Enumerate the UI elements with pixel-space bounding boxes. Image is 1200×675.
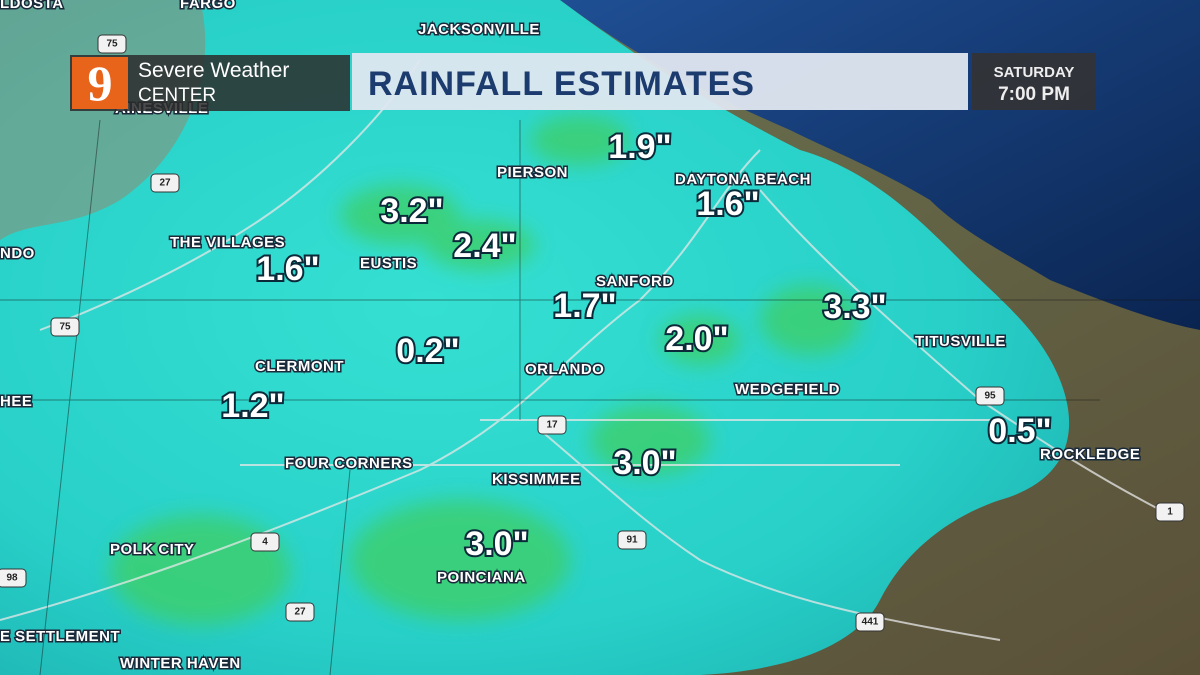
place-label: LDOSTA <box>0 0 64 12</box>
place-label: SANFORD <box>596 273 674 290</box>
rainfall-estimate: 1.7" <box>553 287 616 325</box>
highway-number: 441 <box>862 617 879 628</box>
highway-number: 4 <box>262 537 268 548</box>
place-label: EUSTIS <box>360 255 417 272</box>
highway-shield <box>617 530 647 550</box>
place-label: FARGO <box>180 0 236 12</box>
place-label: PIERSON <box>497 164 568 181</box>
highway-number: 75 <box>106 39 118 50</box>
rainfall-estimate: 1.6" <box>696 185 759 223</box>
heavy-rain <box>110 115 860 625</box>
highway-number: 27 <box>159 178 171 189</box>
place-label: JACKSONVILLE <box>418 21 540 38</box>
brand-line: CENTER <box>138 85 216 106</box>
place-label: HEE <box>0 393 32 410</box>
rainfall-estimate: 3.2" <box>380 192 443 230</box>
place-label: DAYTONA BEACH <box>675 171 811 188</box>
highway-shield <box>855 612 885 632</box>
highway-shield <box>150 173 180 193</box>
highway-shield <box>285 602 315 622</box>
rainfall-estimate: 2.4" <box>453 227 516 265</box>
rainfall-estimate: 0.5" <box>988 412 1051 450</box>
place-label: POINCIANA <box>437 569 526 586</box>
place-label: THE VILLAGES <box>170 234 285 251</box>
place-label: WEDGEFIELD <box>735 381 840 398</box>
place-label: E SETTLEMENT <box>0 628 120 645</box>
place-label: CLERMONT <box>255 358 344 375</box>
day: SATURDAY <box>994 64 1075 81</box>
logo: 9 <box>88 55 113 111</box>
highway-number: 1 <box>1167 507 1173 518</box>
highway-number: 91 <box>626 535 638 546</box>
place-label: ORLANDO <box>525 361 604 378</box>
highway-shield <box>1155 502 1185 522</box>
highway-number: 98 <box>6 573 18 584</box>
place-label: POLK CITY <box>110 541 195 558</box>
highway-shield <box>97 34 127 54</box>
header: 9 Severe Weather CENTER RAINFALL ESTIMAT… <box>70 53 1096 111</box>
rainfall-area <box>0 0 1070 675</box>
place-label: FOUR CORNERS <box>285 455 413 472</box>
highway-shield <box>0 568 27 588</box>
rainfall-estimate: 1.6" <box>256 250 319 288</box>
logo-box <box>72 57 128 109</box>
rainfall-estimate: 3.0" <box>613 444 676 482</box>
highway-shield <box>250 532 280 552</box>
highway-shield <box>50 317 80 337</box>
time: 7:00 PM <box>998 84 1070 105</box>
brand-line: Severe Weather <box>138 59 289 82</box>
highway-number: 17 <box>546 420 558 431</box>
rainfall-estimate: 2.0" <box>665 320 728 358</box>
place-label: TITUSVILLE <box>915 333 1006 350</box>
highway-number: 95 <box>984 391 996 402</box>
place-label: KISSIMMEE <box>492 471 581 488</box>
place-label: NDO <box>0 245 35 262</box>
rainfall-estimate: 3.0" <box>465 525 528 563</box>
title: RAINFALL ESTIMATES <box>368 65 755 103</box>
place-label: ROCKLEDGE <box>1040 446 1140 463</box>
highway-shield <box>537 415 567 435</box>
highway-shield <box>975 386 1005 406</box>
rainfall-estimate: 1.9" <box>608 128 671 166</box>
rainfall-estimate: 3.3" <box>823 288 886 326</box>
highway-number: 75 <box>59 322 71 333</box>
highway-number: 27 <box>294 607 306 618</box>
title-box <box>352 53 968 110</box>
place-label: WINTER HAVEN <box>120 655 241 672</box>
county-lines <box>0 119 1200 675</box>
rainfall-estimate: 1.2" <box>221 387 284 425</box>
time-box <box>972 53 1096 110</box>
rainfall-estimate: 0.2" <box>396 332 459 370</box>
